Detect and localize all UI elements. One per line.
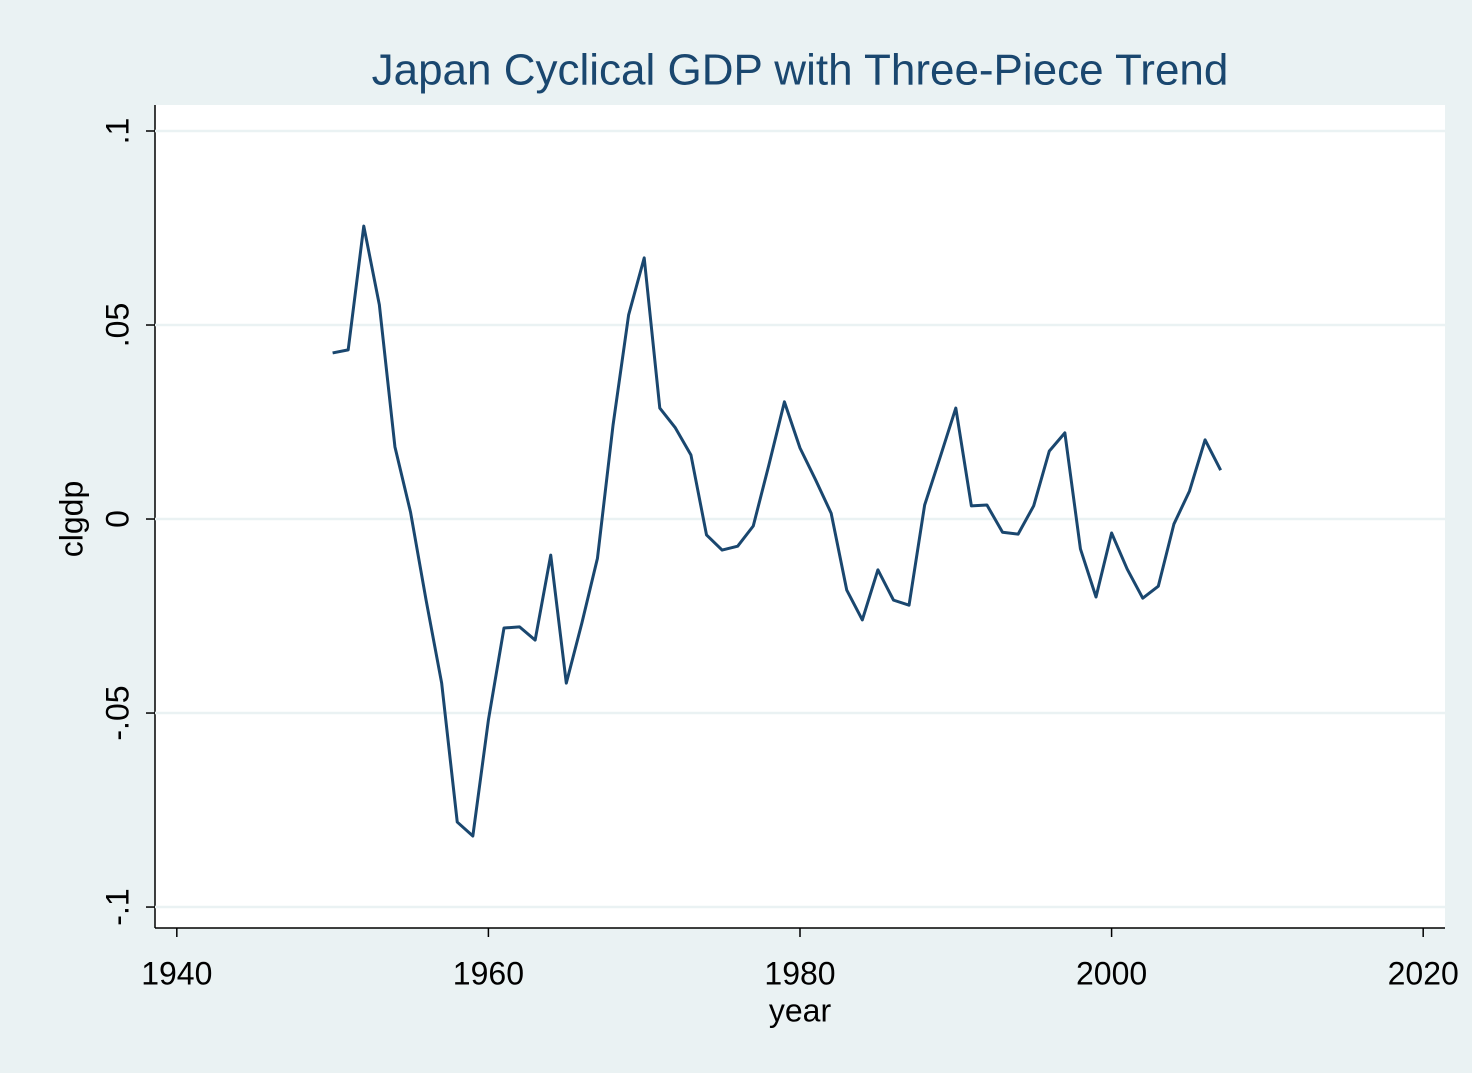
y-tick-label: .05 [99, 303, 135, 347]
y-tick-label: 0 [99, 510, 135, 528]
chart-title: Japan Cyclical GDP with Three-Piece Tren… [372, 46, 1229, 95]
x-axis-label: year [769, 992, 832, 1028]
plot-area [155, 105, 1445, 928]
x-tick-label: 1960 [453, 955, 524, 991]
y-tick-label: -.05 [99, 685, 135, 740]
x-tick-label: 2000 [1076, 955, 1147, 991]
x-tick-label: 2020 [1388, 955, 1459, 991]
data-line [332, 224, 1222, 838]
y-tick-label: .1 [99, 118, 135, 145]
y-axis-label: clgdp [53, 481, 89, 558]
y-tick-label: -.1 [99, 888, 135, 925]
x-tick-label: 1980 [764, 955, 835, 991]
x-tick-label: 1940 [141, 955, 212, 991]
